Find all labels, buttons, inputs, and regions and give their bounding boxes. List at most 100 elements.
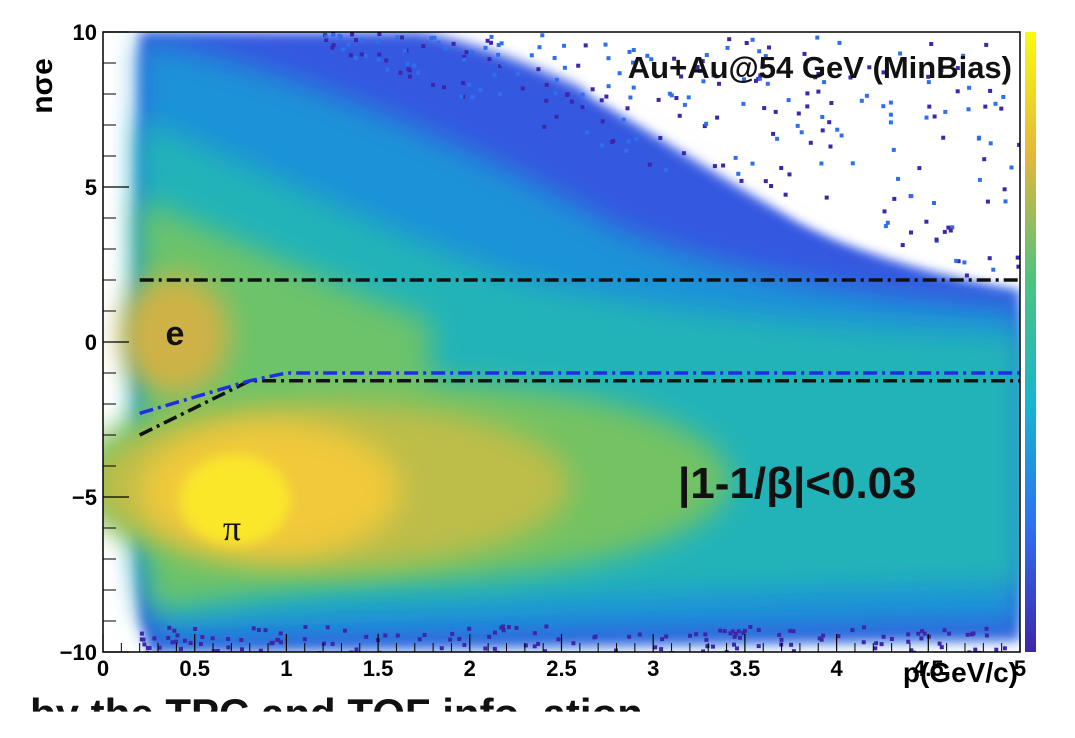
sparse-bin [742, 628, 747, 633]
sparse-bin [188, 641, 193, 645]
sparse-bin [934, 237, 939, 242]
sparse-bin [341, 47, 346, 52]
sparse-bin [881, 70, 886, 75]
sparse-bin [1016, 264, 1020, 269]
sparse-bin [824, 195, 829, 200]
sparse-bin [754, 78, 758, 83]
sparse-bin [441, 85, 446, 90]
sparse-bin [258, 648, 263, 652]
sparse-bin [515, 72, 520, 76]
band-label-pion: π [223, 508, 241, 548]
sparse-bin [822, 80, 827, 85]
sparse-bin [850, 628, 855, 633]
sparse-bin [256, 628, 261, 632]
sparse-bin [606, 84, 611, 89]
sparse-bin [730, 629, 735, 634]
sparse-bin [732, 642, 736, 647]
sparse-bin [828, 144, 833, 149]
sparse-bin [955, 89, 960, 94]
sparse-bin [395, 633, 400, 638]
sparse-bin [984, 42, 989, 47]
sparse-bin [698, 69, 703, 73]
sparse-bin [226, 637, 231, 641]
sparse-bin [359, 52, 364, 57]
sparse-bin [829, 101, 834, 105]
sparse-bin [894, 72, 899, 77]
sparse-bin [681, 151, 686, 156]
sparse-bin [674, 96, 679, 100]
sparse-bin [777, 632, 782, 637]
sparse-bin [891, 147, 896, 152]
sparse-bin [695, 65, 700, 69]
y-tick-label: 0 [85, 330, 97, 355]
sparse-bin [562, 65, 567, 70]
sparse-bin [955, 66, 960, 71]
sparse-bin [470, 95, 475, 100]
sparse-bin [795, 123, 800, 128]
x-tick-label: 0.5 [179, 656, 210, 681]
sparse-bin [431, 82, 435, 87]
sparse-bin [631, 85, 636, 90]
sparse-bin [571, 641, 576, 646]
sparse-bin [462, 55, 467, 59]
sparse-bin [492, 646, 497, 651]
sparse-bin [239, 638, 244, 642]
sparse-bin [805, 104, 810, 109]
sparse-bin [694, 632, 699, 637]
sparse-bin [667, 91, 672, 96]
sparse-bin [139, 631, 144, 636]
sparse-bin [520, 86, 525, 91]
sparse-bin [302, 637, 307, 642]
sparse-bin [464, 50, 469, 55]
sparse-bin [779, 166, 784, 170]
sparse-bin [240, 647, 244, 652]
sparse-bin [888, 112, 893, 117]
heatmap-pion-band-peak [180, 455, 290, 545]
sparse-bin [983, 104, 988, 109]
x-tick-label: 0 [97, 656, 109, 681]
sparse-bin [900, 243, 905, 248]
sparse-bin [744, 41, 749, 45]
sparse-bin [1003, 199, 1008, 204]
sparse-bin [954, 258, 959, 263]
sparse-bin [625, 106, 630, 111]
sparse-bin [987, 256, 992, 261]
sparse-bin [514, 625, 519, 630]
y-tick-label: −10 [60, 640, 97, 665]
sparse-bin [500, 62, 505, 67]
sparse-bin [966, 107, 971, 112]
sparse-bin [715, 115, 720, 120]
sparse-bin [850, 161, 855, 166]
sparse-bin [501, 628, 506, 633]
sparse-bin [767, 45, 771, 50]
sparse-bin [408, 74, 412, 79]
sparse-bin [193, 627, 198, 631]
sparse-bin [331, 43, 336, 48]
sparse-bin [350, 32, 355, 37]
sparse-bin [943, 109, 948, 114]
sparse-bin [932, 114, 937, 119]
sparse-bin [848, 75, 853, 80]
sparse-bin [741, 101, 746, 106]
sparse-bin [536, 67, 541, 72]
sparse-bin [324, 38, 329, 43]
sparse-bin [962, 260, 967, 265]
sparse-bin [498, 64, 503, 69]
x-tick-label: 1.5 [363, 656, 394, 681]
sparse-bin [492, 73, 497, 78]
sparse-bin [544, 624, 549, 629]
sparse-bin [883, 224, 888, 229]
sparse-bin [467, 626, 472, 631]
sparse-bin [763, 179, 768, 184]
sparse-bin [711, 73, 716, 78]
sparse-bin [330, 45, 335, 50]
sparse-bin [791, 649, 796, 652]
sparse-bin [542, 124, 547, 129]
sparse-bin [276, 638, 281, 643]
sparse-bin [939, 68, 944, 73]
sparse-bin [704, 121, 709, 126]
x-tick-label: 3 [647, 656, 659, 681]
sparse-bin [879, 642, 884, 647]
sparse-bin [565, 93, 570, 97]
sparse-bin [658, 136, 663, 140]
